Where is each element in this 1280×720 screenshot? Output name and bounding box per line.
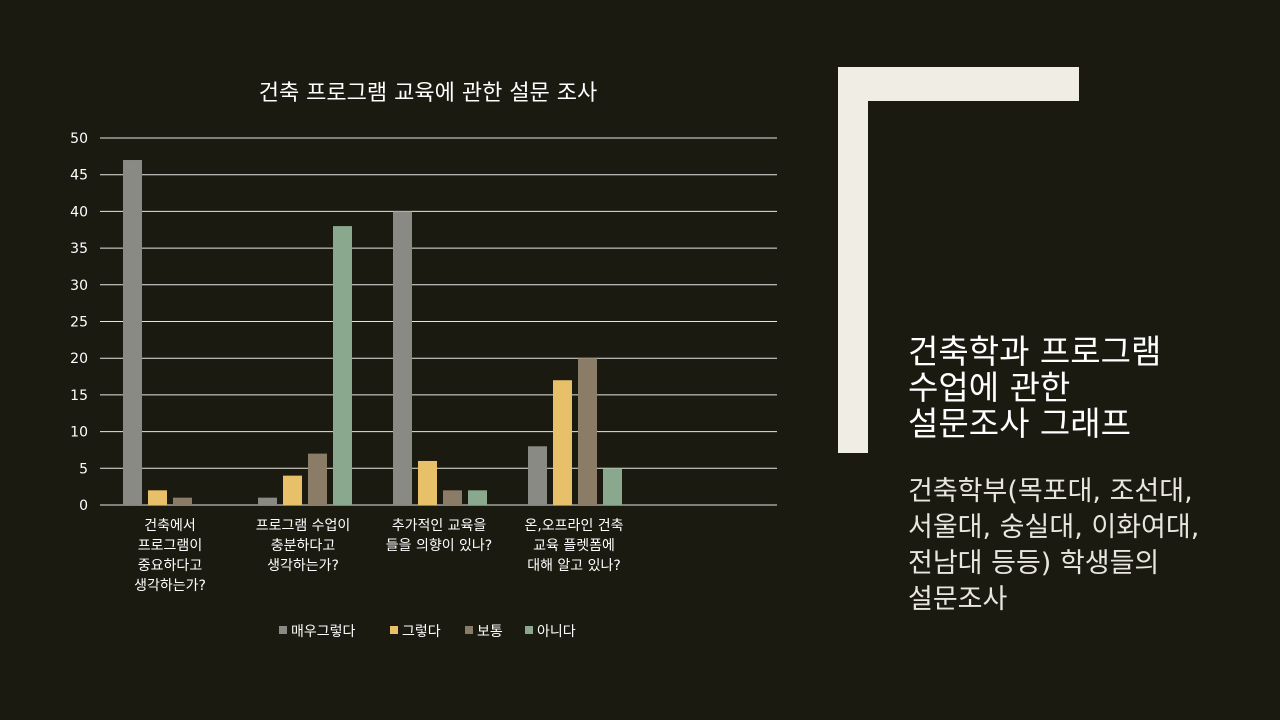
y-tick-label: 5 bbox=[79, 461, 88, 477]
bar-3-2 bbox=[578, 358, 597, 505]
bar-1-2 bbox=[308, 453, 327, 505]
bars bbox=[123, 160, 622, 505]
heading-line: 설문조사 그래프 bbox=[908, 404, 1132, 443]
y-tick-label: 15 bbox=[70, 388, 88, 404]
category-label: 온,오프라인 건축 bbox=[524, 518, 623, 534]
decorative-frame bbox=[838, 67, 1079, 453]
bar-2-3 bbox=[468, 490, 487, 505]
survey-bar-chart: 건축 프로그램 교육에 관한 설문 조사 0 5 10 15 20 25 30 35 40 45 5… bbox=[70, 81, 777, 640]
category-label: 프로그램 수업이 bbox=[256, 518, 351, 534]
bar-2-0 bbox=[393, 211, 412, 505]
frame-left-bar bbox=[838, 67, 868, 453]
y-tick-label: 20 bbox=[70, 351, 88, 367]
bar-1-0 bbox=[258, 497, 277, 505]
subtext-line: 전남대 등등) 학생들의 bbox=[908, 548, 1160, 579]
subtext-line: 설문조사 bbox=[908, 584, 1008, 615]
legend-swatch bbox=[279, 626, 287, 634]
legend-swatch bbox=[525, 626, 533, 634]
category-label: 생각하는가? bbox=[267, 558, 339, 574]
bar-3-1 bbox=[553, 380, 572, 505]
category-label: 교육 플렛폼에 bbox=[533, 538, 615, 554]
bar-3-0 bbox=[528, 446, 547, 505]
bar-2-1 bbox=[418, 460, 437, 505]
slide-subtext: 건축학부(목포대, 조선대, 서울대, 숭실대, 이화여대, 전남대 등등) 학… bbox=[908, 474, 1248, 618]
category-label: 생각하는가? bbox=[134, 578, 206, 594]
legend-label: 아니다 bbox=[537, 624, 576, 640]
y-tick-label: 25 bbox=[70, 315, 88, 331]
bar-0-1 bbox=[148, 490, 167, 505]
category-label: 중요하다고 bbox=[138, 558, 203, 574]
y-tick-label: 0 bbox=[79, 498, 88, 514]
y-tick-label: 30 bbox=[70, 278, 88, 294]
y-tick-label: 50 bbox=[70, 131, 88, 147]
y-axis-ticks: 0 5 10 15 20 25 30 35 40 45 50 bbox=[70, 131, 88, 514]
legend-swatch bbox=[390, 626, 398, 634]
bar-0-2 bbox=[173, 497, 192, 505]
legend-label: 그렇다 bbox=[402, 624, 441, 640]
category-label: 추가적인 교육을 bbox=[392, 518, 487, 534]
heading-line: 건축학과 프로그램 bbox=[908, 332, 1162, 371]
slide-heading: 건축학과 프로그램 수업에 관한 설문조사 그래프 bbox=[908, 334, 1248, 442]
legend-label: 매우그렇다 bbox=[291, 624, 356, 640]
category-label: 대해 알고 있나? bbox=[527, 558, 621, 574]
bar-1-3 bbox=[333, 226, 352, 505]
subtext-line: 건축학부(목포대, 조선대, bbox=[908, 476, 1193, 507]
y-tick-label: 45 bbox=[70, 168, 88, 184]
legend: 매우그렇다 그렇다 보통 아니다 bbox=[279, 624, 576, 640]
category-label: 건축에서 bbox=[144, 518, 196, 534]
bar-3-3 bbox=[603, 468, 622, 505]
category-label: 들을 의향이 있나? bbox=[386, 538, 493, 554]
category-label: 충분하다고 bbox=[271, 538, 336, 554]
y-tick-label: 10 bbox=[70, 425, 88, 441]
legend-swatch bbox=[465, 626, 473, 634]
y-tick-label: 40 bbox=[70, 204, 88, 220]
bar-1-1 bbox=[283, 475, 302, 505]
y-tick-label: 35 bbox=[70, 241, 88, 257]
subtext-line: 서울대, 숭실대, 이화여대, bbox=[908, 512, 1200, 543]
chart-title: 건축 프로그램 교육에 관한 설문 조사 bbox=[259, 81, 598, 106]
bar-2-2 bbox=[443, 490, 462, 505]
category-label: 프로그램이 bbox=[138, 538, 202, 554]
heading-line: 수업에 관한 bbox=[908, 368, 1071, 407]
legend-label: 보통 bbox=[477, 624, 503, 640]
grid-lines bbox=[100, 137, 777, 506]
bar-0-0 bbox=[123, 160, 142, 505]
frame-top-bar bbox=[838, 67, 1079, 101]
